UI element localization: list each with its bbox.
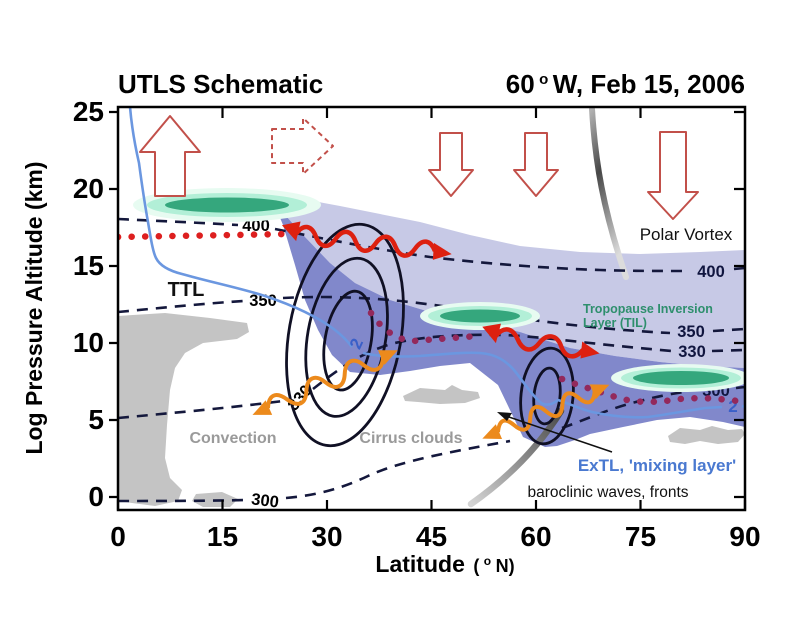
y-axis-label: Log Pressure Altitude (km) — [21, 161, 47, 454]
til-ellipse-3 — [611, 364, 745, 392]
planetary-wave-1-head-left — [281, 221, 301, 242]
isentrope-350 — [118, 299, 245, 314]
planetary-wave-arrow-1 — [281, 221, 452, 260]
pv2-line-polar — [362, 351, 723, 419]
til-label-line2: Layer (TIL) — [583, 316, 647, 330]
x-tick-60: 60 — [520, 521, 551, 552]
isentrope-330-end — [711, 348, 745, 353]
planetary-wave-arrow-2 — [482, 323, 600, 359]
gravity-wave-arrow-1 — [252, 350, 398, 415]
gravity-wave-2-head-left — [482, 424, 503, 439]
cirrus-cloud-1 — [403, 385, 480, 404]
x-axis-unit-sup: o — [484, 554, 491, 568]
isentrope-350-end — [712, 327, 745, 333]
jet-contour-inner — [322, 289, 374, 392]
x-tick-0: 0 — [110, 521, 126, 552]
gravity-wave-2-body — [496, 390, 597, 433]
planetary-wave-2-body — [494, 327, 585, 359]
y-axis-ticks-left — [109, 110, 118, 499]
downwelling-arrow-1 — [428, 132, 474, 197]
gravity-wave-1-body — [266, 356, 386, 409]
convection-label: Convection — [189, 430, 276, 447]
y-tick-0: 0 — [88, 481, 104, 512]
subtitle-prefix: 60 — [506, 69, 535, 99]
isentrope-300-label-bottom: 300 — [250, 490, 280, 511]
x-tick-15: 15 — [207, 521, 238, 552]
tropopause-dotted-line-tropics — [118, 230, 293, 241]
downwelling-arrow-2 — [513, 132, 559, 197]
x-tick-75: 75 — [625, 521, 656, 552]
horizontal-transport-arrow — [271, 117, 334, 175]
polar-vortex-edge-line — [589, 107, 629, 280]
jet-contour-outer — [285, 222, 405, 448]
til-ellipse-3-core — [633, 371, 729, 385]
jet-core-contours — [285, 222, 575, 448]
figure-title: UTLS Schematic — [118, 69, 323, 99]
baroclinic-label: baroclinic waves, fronts — [527, 484, 688, 501]
planetary-wave-1-body — [294, 224, 438, 258]
planetary-wave-2-head-right — [580, 341, 600, 359]
x-axis-label-main: Latitude — [375, 551, 464, 577]
planetary-wave-2-head-left — [482, 323, 501, 344]
downwelling-arrow-3 — [647, 131, 699, 220]
extl-pointer-arrow — [497, 412, 613, 453]
subtitle-degree-sup: o — [539, 71, 548, 88]
gravity-wave-1-head-right — [378, 350, 398, 365]
subtitle-suffix: W, Feb 15, 2006 — [553, 69, 745, 99]
gravity-wave-1-head-left — [252, 400, 273, 415]
isentrope-330-mid — [312, 333, 673, 391]
convection-cloud — [118, 313, 249, 506]
polar-vortex-label: Polar Vortex — [640, 225, 733, 244]
isentrope-400-mid — [274, 227, 689, 273]
x-tick-30: 30 — [311, 521, 342, 552]
gravity-wave-2-head-right — [589, 384, 610, 400]
x-tick-45: 45 — [416, 521, 447, 552]
til-ellipse-1-core — [165, 197, 289, 213]
y-tick-5: 5 — [88, 404, 104, 435]
ttl-label: TTL — [168, 279, 205, 301]
figure-subtitle: 60 o W, Feb 15, 2006 — [506, 69, 745, 99]
cirrus-label: Cirrus clouds — [359, 430, 462, 447]
upwelling-arrow — [139, 115, 201, 197]
x-axis-unit-open: ( — [473, 556, 479, 576]
x-axis-ticks-bottom — [116, 500, 747, 510]
isentrope-350-label-right: 350 — [677, 323, 705, 341]
isentrope-330-label-right: 330 — [678, 343, 706, 361]
gravity-wave-arrow-2 — [482, 384, 610, 439]
isentrope-400-end — [733, 266, 745, 271]
y-tick-10: 10 — [73, 327, 104, 358]
isentrope-400 — [118, 217, 239, 227]
tropopause-dotted-line-band — [367, 309, 745, 406]
x-axis-label: Latitude ( o N) — [375, 551, 514, 577]
pv2-line-tropics — [128, 107, 354, 348]
front-line — [467, 407, 565, 508]
isentrope-300 — [118, 498, 246, 503]
y-axis-ticks-right — [734, 110, 745, 499]
cirrus-cloud-2 — [668, 426, 745, 444]
pv2-label-right: 2 — [728, 397, 737, 416]
isentrope-300-mid — [285, 439, 511, 500]
tropopause-dots-polar — [558, 375, 745, 406]
planetary-wave-1-head-right — [432, 242, 452, 260]
isentrope-400-label-right: 400 — [697, 263, 725, 281]
x-axis-ticks-top — [221, 107, 642, 118]
y-tick-20: 20 — [73, 173, 104, 204]
y-tick-25: 25 — [73, 96, 104, 127]
circulation-arrows — [139, 115, 699, 220]
x-axis-unit-close: N) — [496, 556, 515, 576]
til-ellipse-2-core — [440, 309, 520, 323]
jet-contour-middle — [304, 256, 389, 418]
x-tick-90: 90 — [729, 521, 760, 552]
isentrope-300-end — [735, 385, 745, 390]
tropopause-dots-jet — [367, 309, 482, 345]
til-ellipse-2 — [420, 302, 540, 330]
extl-label: ExTL, 'mixing layer' — [578, 456, 736, 475]
til-label-line1: Tropopause Inversion — [583, 302, 713, 316]
y-tick-15: 15 — [73, 250, 104, 281]
extl-pointer-arrowhead — [497, 412, 512, 421]
secondary-jet-contour-outer — [519, 346, 575, 446]
axis-ticks — [109, 107, 747, 510]
